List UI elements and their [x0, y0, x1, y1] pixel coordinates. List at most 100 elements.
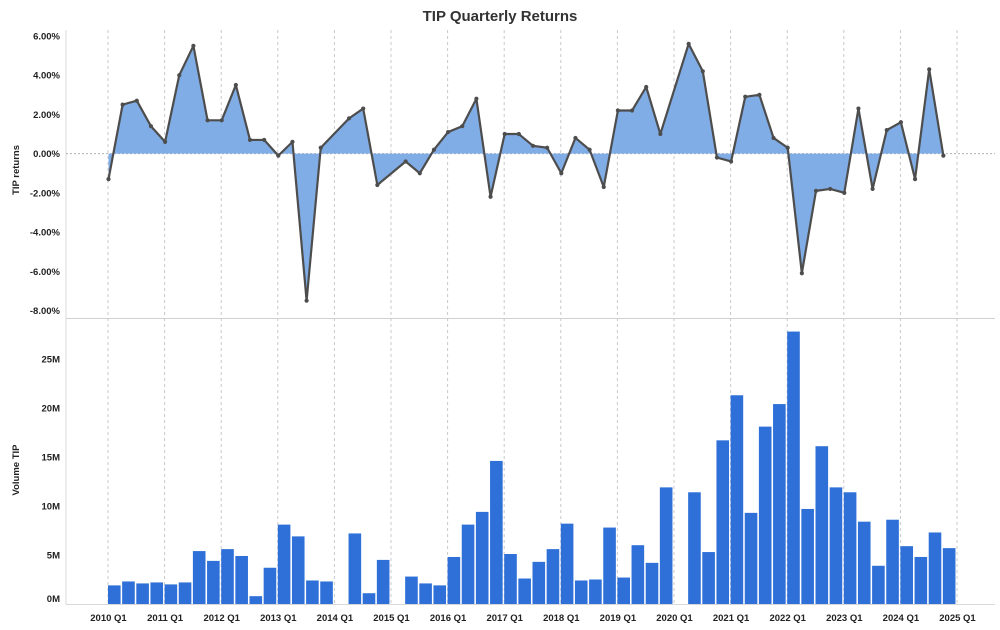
volume-bar — [376, 559, 390, 604]
returns-y-axis-label: TIP returns — [11, 145, 22, 195]
returns-point — [729, 159, 734, 164]
returns-point — [120, 102, 125, 107]
returns-point — [233, 82, 238, 88]
volume-bar — [829, 487, 843, 604]
returns-point — [361, 106, 366, 111]
returns-point — [644, 84, 649, 90]
volume-bar — [900, 546, 913, 604]
volume-bar — [928, 532, 942, 604]
returns-area-fill — [108, 43, 944, 301]
returns-point — [856, 106, 861, 111]
volume-bar — [235, 555, 248, 604]
volume-bar — [490, 460, 503, 604]
volume-y-tick-label: 5M — [47, 551, 60, 562]
returns-y-tick-label: -2.00% — [30, 188, 61, 199]
volume-bar — [475, 511, 489, 604]
returns-point — [474, 96, 479, 101]
volume-bar — [518, 578, 531, 604]
volume-y-tick-label: 0M — [47, 594, 60, 605]
volume-bar — [659, 487, 673, 604]
returns-y-tick-label: -6.00% — [30, 267, 61, 278]
x-tick-label: 2018 Q1 — [543, 613, 580, 624]
returns-point — [516, 131, 521, 137]
returns-point — [276, 153, 281, 158]
returns-point — [530, 143, 536, 148]
returns-point — [346, 116, 352, 121]
volume-y-tick-label: 20M — [42, 404, 61, 415]
returns-point — [601, 184, 606, 190]
returns-point — [686, 41, 691, 46]
returns-point — [134, 98, 139, 103]
volume-bar — [192, 551, 206, 604]
volume-bar — [362, 593, 376, 604]
volume-bar — [872, 565, 885, 604]
volume-bar-layer — [108, 331, 956, 604]
returns-point — [247, 137, 253, 143]
returns-point — [912, 177, 918, 182]
volume-bar — [348, 533, 362, 604]
volume-bar — [843, 492, 857, 604]
returns-area-layer — [106, 41, 946, 303]
returns-point — [375, 182, 380, 188]
returns-point — [658, 131, 663, 137]
volume-bar — [744, 512, 758, 604]
returns-point — [446, 129, 451, 135]
volume-bar — [702, 552, 715, 604]
volume-bar — [730, 395, 744, 604]
x-tick-label: 2014 Q1 — [317, 613, 354, 624]
volume-bar — [815, 446, 829, 604]
x-tick-label: 2017 Q1 — [486, 613, 523, 624]
returns-point — [714, 155, 720, 160]
volume-bar — [108, 585, 121, 604]
volume-bar — [207, 560, 220, 604]
x-tick-label: 2024 Q1 — [883, 613, 920, 624]
returns-point — [545, 145, 550, 150]
returns-point — [205, 118, 210, 123]
returns-point — [629, 108, 635, 113]
returns-y-tick-label: 0.00% — [33, 149, 60, 160]
volume-bar — [320, 581, 333, 604]
chart-title: TIP Quarterly Returns — [423, 8, 578, 25]
returns-y-tick-label: 2.00% — [33, 110, 60, 121]
volume-bar — [914, 556, 928, 604]
x-tick-label: 2022 Q1 — [769, 613, 806, 624]
returns-point — [573, 135, 578, 141]
returns-point — [460, 124, 465, 129]
volume-bar — [773, 404, 786, 604]
volume-bar — [603, 527, 616, 604]
volume-y-tick-label: 25M — [42, 355, 61, 366]
volume-bar — [249, 596, 263, 604]
x-tick-label: 2019 Q1 — [600, 613, 637, 624]
returns-point — [318, 145, 323, 150]
volume-bar — [857, 521, 871, 604]
x-tick-label: 2016 Q1 — [430, 613, 467, 624]
returns-point — [177, 73, 182, 78]
returns-point — [290, 139, 295, 144]
volume-bar — [787, 331, 800, 604]
volume-bar — [688, 492, 701, 604]
volume-bar — [645, 562, 659, 604]
returns-point — [813, 188, 819, 193]
volume-bar — [277, 524, 291, 604]
volume-bar — [574, 580, 588, 604]
volume-bar — [291, 536, 305, 604]
returns-point — [615, 108, 621, 113]
volume-bar — [532, 561, 546, 604]
returns-point — [431, 147, 437, 152]
returns-point — [191, 43, 196, 48]
returns-point — [106, 177, 111, 182]
volume-bar — [150, 582, 164, 604]
x-tick-label: 2020 Q1 — [656, 613, 693, 624]
volume-bar — [433, 585, 447, 604]
volume-y-tick-label: 10M — [42, 502, 61, 513]
volume-bar — [631, 545, 645, 604]
volume-bar — [758, 426, 772, 604]
returns-point — [898, 120, 904, 125]
volume-bar — [122, 581, 135, 604]
volume-bar — [419, 583, 432, 604]
volume-bar — [263, 567, 277, 604]
volume-bar — [178, 582, 192, 604]
returns-point — [219, 118, 224, 123]
